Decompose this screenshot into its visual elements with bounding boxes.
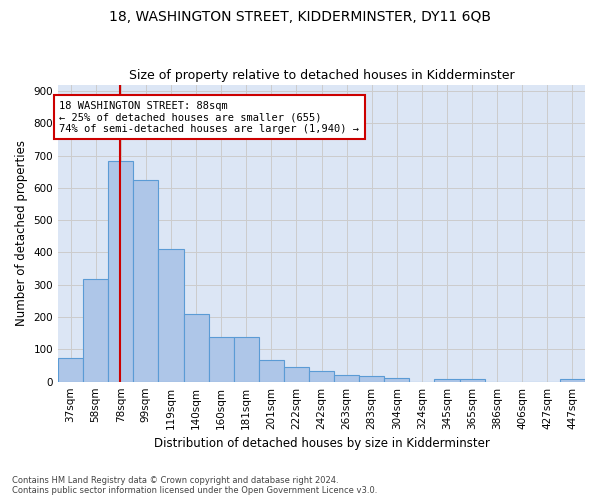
Bar [184,314,209,382]
Title: Size of property relative to detached houses in Kidderminster: Size of property relative to detached ho… [129,69,514,82]
Bar [560,380,585,382]
Text: 18, WASHINGTON STREET, KIDDERMINSTER, DY11 6QB: 18, WASHINGTON STREET, KIDDERMINSTER, DY… [109,10,491,24]
Bar [309,371,334,382]
Bar [284,367,309,382]
Bar [233,338,259,382]
Y-axis label: Number of detached properties: Number of detached properties [15,140,28,326]
Bar [259,360,284,382]
Bar [58,358,83,382]
Bar [108,161,133,382]
Text: Contains HM Land Registry data © Crown copyright and database right 2024.
Contai: Contains HM Land Registry data © Crown c… [12,476,377,495]
Bar [359,376,384,382]
Bar [158,250,184,382]
Bar [460,380,485,382]
Bar [209,338,233,382]
Bar [334,374,359,382]
Bar [133,180,158,382]
Bar [83,279,108,382]
Text: 18 WASHINGTON STREET: 88sqm
← 25% of detached houses are smaller (655)
74% of se: 18 WASHINGTON STREET: 88sqm ← 25% of det… [59,100,359,134]
Bar [434,380,460,382]
X-axis label: Distribution of detached houses by size in Kidderminster: Distribution of detached houses by size … [154,437,490,450]
Bar [384,378,409,382]
